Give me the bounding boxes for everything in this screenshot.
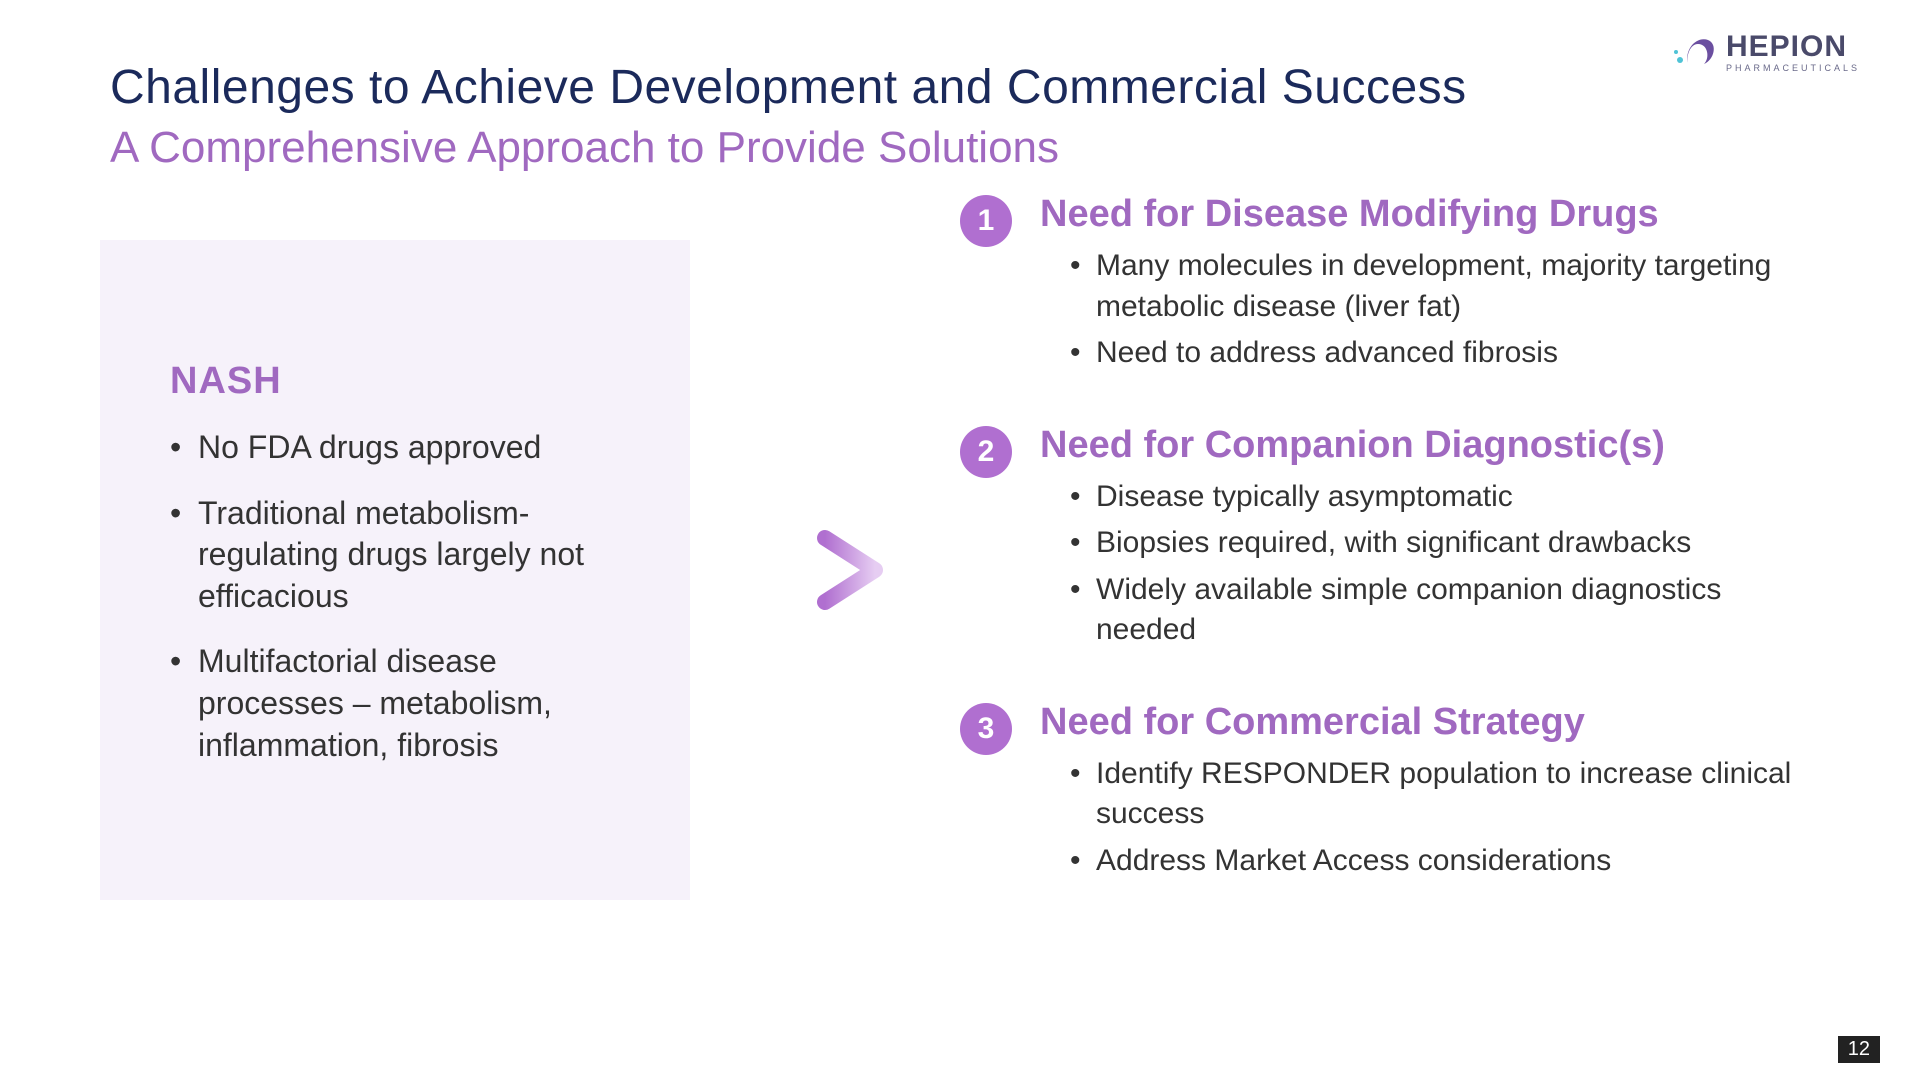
- page-number: 12: [1838, 1036, 1880, 1063]
- needs-column: 1 Need for Disease Modifying Drugs Many …: [950, 193, 1820, 887]
- need-bullet: Many molecules in development, majority …: [1070, 246, 1820, 327]
- nash-item: Traditional metabolism-regulating drugs …: [170, 493, 630, 618]
- nash-item: No FDA drugs approved: [170, 427, 630, 469]
- need-bullet: Widely available simple companion diagno…: [1070, 570, 1820, 651]
- need-title: Need for Disease Modifying Drugs: [1040, 193, 1820, 236]
- need-bullet: Need to address advanced fibrosis: [1070, 333, 1820, 374]
- arrow-icon: [690, 520, 950, 620]
- logo-mark-icon: [1674, 30, 1718, 75]
- slide-title: Challenges to Achieve Development and Co…: [110, 60, 1820, 115]
- need-title: Need for Commercial Strategy: [1040, 701, 1820, 744]
- nash-item: Multifactorial disease processes – metab…: [170, 641, 630, 766]
- company-logo: HEPION PHARMACEUTICALS: [1674, 30, 1860, 75]
- content-row: NASH No FDA drugs approved Traditional m…: [0, 240, 1920, 900]
- need-title: Need for Companion Diagnostic(s): [1040, 424, 1820, 467]
- need-bullets: Many molecules in development, majority …: [1040, 246, 1820, 374]
- need-bullet: Address Market Access considerations: [1070, 841, 1820, 882]
- nash-panel: NASH No FDA drugs approved Traditional m…: [100, 240, 690, 900]
- need-bullet: Disease typically asymptomatic: [1070, 477, 1820, 518]
- need-item-3: 3 Need for Commercial Strategy Identify …: [960, 701, 1820, 888]
- slide: HEPION PHARMACEUTICALS Challenges to Ach…: [0, 0, 1920, 1081]
- need-body: Need for Companion Diagnostic(s) Disease…: [1040, 424, 1820, 657]
- need-badge: 2: [960, 426, 1012, 478]
- need-body: Need for Disease Modifying Drugs Many mo…: [1040, 193, 1820, 380]
- need-bullets: Disease typically asymptomatic Biopsies …: [1040, 477, 1820, 651]
- nash-list: No FDA drugs approved Traditional metabo…: [170, 427, 630, 766]
- need-bullets: Identify RESPONDER population to increas…: [1040, 754, 1820, 882]
- logo-subtitle: PHARMACEUTICALS: [1726, 64, 1860, 73]
- need-badge: 3: [960, 703, 1012, 755]
- need-bullet: Biopsies required, with significant draw…: [1070, 523, 1820, 564]
- slide-subtitle: A Comprehensive Approach to Provide Solu…: [110, 123, 1820, 173]
- nash-heading: NASH: [170, 360, 630, 403]
- logo-name: HEPION: [1726, 32, 1860, 62]
- need-bullet: Identify RESPONDER population to increas…: [1070, 754, 1820, 835]
- need-item-1: 1 Need for Disease Modifying Drugs Many …: [960, 193, 1820, 380]
- need-badge: 1: [960, 195, 1012, 247]
- logo-text: HEPION PHARMACEUTICALS: [1726, 32, 1860, 73]
- need-item-2: 2 Need for Companion Diagnostic(s) Disea…: [960, 424, 1820, 657]
- need-body: Need for Commercial Strategy Identify RE…: [1040, 701, 1820, 888]
